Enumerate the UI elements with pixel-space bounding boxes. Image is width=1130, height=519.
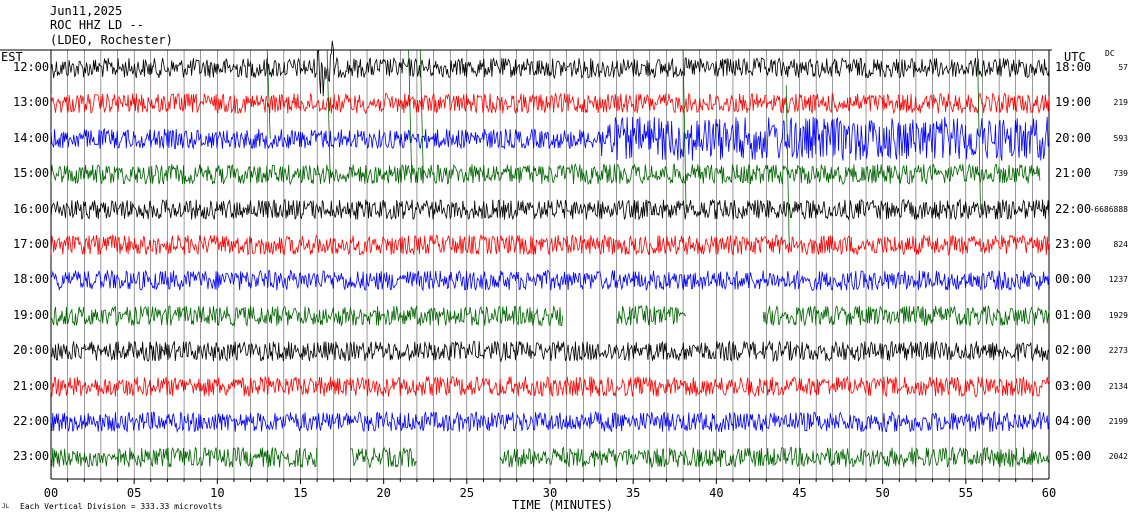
- x-tick-label: 05: [126, 486, 142, 500]
- est-time-label: 21:00: [13, 378, 50, 393]
- est-axis-label: EST: [1, 50, 23, 64]
- trace-21:00: [50, 375, 1050, 398]
- utc-time-label: 04:00: [1055, 414, 1092, 428]
- dc-offset-label: -6686888: [1089, 204, 1128, 214]
- x-tick-label: 45: [792, 486, 807, 500]
- event-spike: [408, 49, 413, 175]
- dc-column-label: DC: [1105, 49, 1115, 58]
- date-label: Jun11,2025: [50, 4, 123, 18]
- event-spike: [266, 49, 271, 139]
- event-spike: [977, 49, 981, 210]
- x-tick-label: 50: [875, 486, 890, 500]
- dc-offset-label: 219: [1113, 98, 1128, 108]
- est-time-label: 23:00: [13, 449, 50, 464]
- utc-time-label: 01:00: [1055, 307, 1092, 322]
- x-tick-label: 20: [376, 486, 391, 500]
- x-tick-label: 30: [542, 486, 558, 500]
- x-axis-label: TIME (MINUTES): [512, 498, 614, 512]
- utc-time-label: 18:00: [1055, 60, 1092, 74]
- event-spike: [419, 49, 424, 175]
- utc-time-label: 00:00: [1055, 272, 1092, 287]
- utc-time-label: 02:00: [1055, 343, 1092, 358]
- dc-offset-label: 1929: [1108, 310, 1128, 320]
- trace-20:00: [50, 340, 1050, 363]
- utc-time-label: 03:00: [1055, 378, 1092, 393]
- utc-time-label: 19:00: [1055, 95, 1092, 110]
- est-time-label: 14:00: [13, 130, 50, 145]
- utc-axis-label: UTC: [1064, 50, 1086, 64]
- est-time-label: 22:00: [13, 414, 50, 428]
- x-tick-label: 55: [958, 486, 974, 500]
- utc-time-label: 05:00: [1055, 449, 1092, 464]
- est-time-label: 19:00: [13, 307, 50, 322]
- dc-offset-label: 2199: [1108, 417, 1128, 426]
- trace-16:00: [50, 198, 1050, 221]
- dc-offset-label: 1237: [1108, 275, 1128, 285]
- est-time-label: 15:00: [13, 166, 50, 181]
- est-time-label: 17:00: [13, 237, 50, 251]
- utc-time-label: 22:00: [1055, 201, 1092, 216]
- x-tick-label: 40: [709, 486, 724, 500]
- trace-18:00: [50, 269, 1050, 292]
- est-time-label: 16:00: [13, 201, 50, 216]
- location-label: (LDEO, Rochester): [50, 33, 173, 47]
- est-time-label: 18:00: [13, 272, 50, 287]
- trace-17:00: [50, 233, 1050, 256]
- x-tick-label: 60: [1041, 486, 1057, 500]
- dc-offset-label: 739: [1113, 169, 1128, 179]
- dc-offset-label: 593: [1113, 133, 1128, 143]
- x-tick-label: 00: [43, 486, 59, 500]
- est-time-label: 13:00: [13, 95, 50, 110]
- dc-offset-label: 57: [1118, 63, 1128, 72]
- utc-time-label: 23:00: [1055, 237, 1092, 251]
- event-spike: [785, 85, 790, 246]
- trace-19:00: [50, 304, 1050, 328]
- dc-offset-label: 824: [1113, 240, 1128, 249]
- event-spike: [682, 49, 687, 210]
- trace-23:00: [50, 445, 1050, 469]
- x-tick-label: 10: [210, 486, 225, 500]
- scale-note: Each Vertical Division = 333.33 microvol…: [20, 502, 223, 511]
- est-time-label: 12:00: [13, 60, 50, 74]
- station-label: ROC HHZ LD --: [50, 18, 144, 32]
- trace-13:00: [50, 92, 1050, 115]
- utc-time-label: 20:00: [1055, 130, 1092, 145]
- x-tick-label: 35: [625, 486, 641, 500]
- corner-mark: JL: [2, 503, 10, 510]
- x-tick-label: 15: [293, 486, 308, 500]
- x-tick-label: 25: [459, 486, 475, 500]
- trace-22:00: [50, 410, 1050, 433]
- event-spike: [326, 49, 331, 175]
- est-time-label: 20:00: [13, 343, 50, 358]
- dc-offset-label: 2273: [1108, 346, 1128, 356]
- utc-time-label: 21:00: [1055, 166, 1092, 181]
- trace-12:00: [50, 40, 1050, 97]
- trace-14:00: [50, 116, 1050, 161]
- dc-offset-label: 2042: [1108, 452, 1128, 462]
- dc-offset-label: 2134: [1108, 381, 1128, 391]
